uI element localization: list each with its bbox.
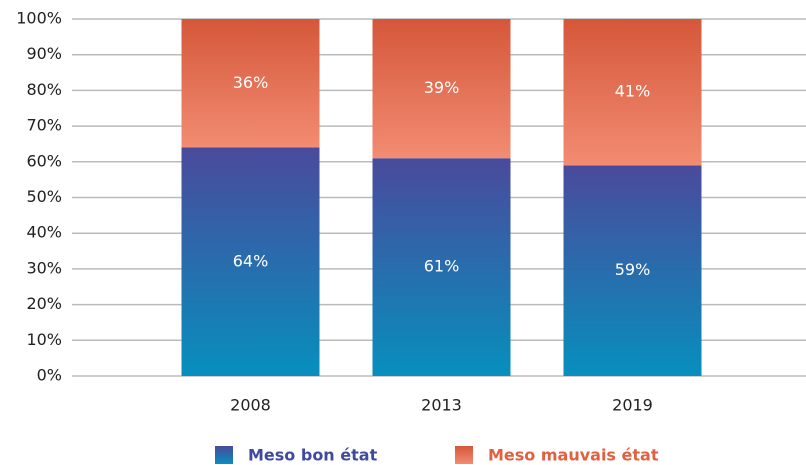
legend-swatch (455, 446, 473, 464)
value-label: 36% (233, 73, 269, 92)
legend-swatch (215, 446, 233, 464)
bar-segment (181, 147, 320, 376)
y-tick-label: 0% (37, 366, 62, 385)
value-label: 39% (424, 78, 460, 97)
legend-label: Meso mauvais état (488, 446, 659, 465)
y-tick-label: 100% (16, 9, 62, 28)
y-tick-label: 80% (26, 80, 62, 99)
value-label: 59% (615, 260, 651, 279)
bar-segment (181, 19, 320, 148)
y-tick-label: 50% (26, 187, 62, 206)
x-tick-label: 2013 (421, 396, 462, 415)
y-tick-label: 20% (26, 294, 62, 313)
y-tick-label: 90% (26, 44, 62, 63)
bar-segment (563, 165, 702, 376)
y-tick-label: 30% (26, 258, 62, 277)
bar-segment (372, 158, 511, 376)
y-tick-label: 70% (26, 116, 62, 135)
x-tick-label: 2008 (230, 396, 271, 415)
value-label: 41% (615, 82, 651, 101)
y-tick-label: 40% (26, 223, 62, 242)
bar-segment (563, 19, 702, 166)
legend-label: Meso bon état (248, 446, 378, 465)
value-label: 61% (424, 257, 460, 276)
x-tick-label: 2019 (612, 396, 653, 415)
bar-segment (372, 19, 511, 159)
y-tick-label: 60% (26, 151, 62, 170)
value-label: 64% (233, 251, 269, 270)
y-tick-label: 10% (26, 330, 62, 349)
